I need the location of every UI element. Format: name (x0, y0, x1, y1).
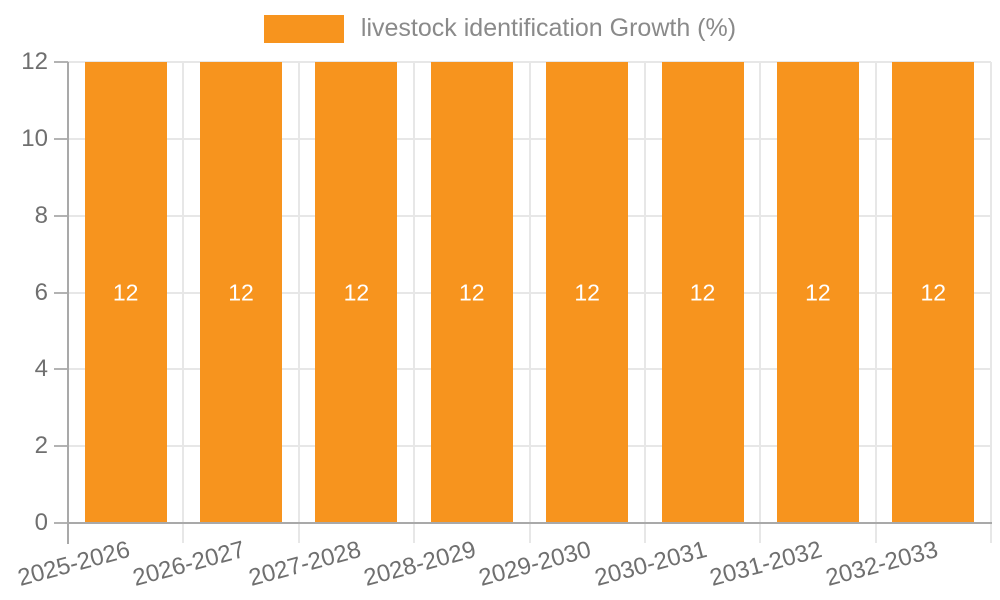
x-axis-tick-label: 2030-2031 (591, 536, 710, 592)
x-axis-tick-label: 2026-2027 (130, 536, 249, 592)
bar-value-label: 12 (920, 279, 947, 305)
legend-item[interactable]: livestock identification Growth (%) (0, 14, 1000, 43)
bar[interactable]: 12 (776, 62, 859, 523)
bar-value-label: 12 (112, 279, 139, 305)
bar[interactable]: 12 (84, 62, 167, 523)
y-axis-tick (54, 214, 68, 217)
x-axis-line (67, 522, 992, 524)
x-axis-tick-label: 2027-2028 (245, 536, 364, 592)
legend-label: livestock identification Growth (%) (360, 14, 737, 42)
y-axis-tick (54, 291, 68, 294)
y-axis-tick-label: 6 (34, 278, 48, 306)
y-axis-tick-label: 4 (34, 355, 48, 383)
y-axis-tick (54, 368, 68, 371)
y-axis-tick-label: 10 (21, 124, 48, 152)
legend-swatch (263, 14, 344, 43)
gridline-vertical (182, 62, 185, 543)
x-axis-tick-label: 2028-2029 (360, 536, 479, 592)
bar[interactable]: 12 (892, 62, 975, 523)
gridline-vertical (528, 62, 531, 543)
y-axis-tick (54, 61, 68, 63)
y-axis-line (67, 62, 69, 544)
bar-value-label: 12 (459, 279, 485, 305)
y-axis-tick (54, 522, 68, 524)
x-axis-tick-label: 2025-2026 (14, 536, 133, 592)
y-axis-tick-label: 8 (34, 201, 48, 229)
bar-value-label: 12 (574, 279, 600, 305)
bar[interactable]: 12 (546, 62, 629, 523)
y-axis-tick-label: 0 (34, 509, 48, 536)
y-axis-tick-label: 12 (21, 48, 48, 75)
x-axis-tick-label: 2029-2030 (476, 536, 595, 592)
bar-value-label: 12 (689, 279, 716, 305)
bar[interactable]: 12 (661, 62, 744, 523)
y-axis-tick (54, 137, 68, 140)
gridline-vertical (874, 62, 877, 543)
y-axis-tick (54, 445, 68, 448)
bar[interactable]: 12 (200, 62, 283, 523)
gridline-vertical (990, 62, 992, 543)
bar[interactable]: 12 (315, 62, 398, 523)
gridline-vertical (413, 62, 416, 543)
bar-value-label: 12 (228, 279, 254, 305)
gridline-vertical (759, 62, 762, 543)
bar-value-label: 12 (805, 279, 831, 305)
y-axis-tick-label: 2 (34, 432, 48, 460)
x-axis-tick-label: 2032-2033 (822, 536, 941, 592)
bar[interactable]: 12 (430, 62, 513, 523)
gridline-vertical (643, 62, 646, 543)
bar-value-label: 12 (343, 279, 370, 305)
gridline-vertical (297, 62, 300, 543)
x-axis-tick-label: 2031-2032 (707, 536, 825, 592)
